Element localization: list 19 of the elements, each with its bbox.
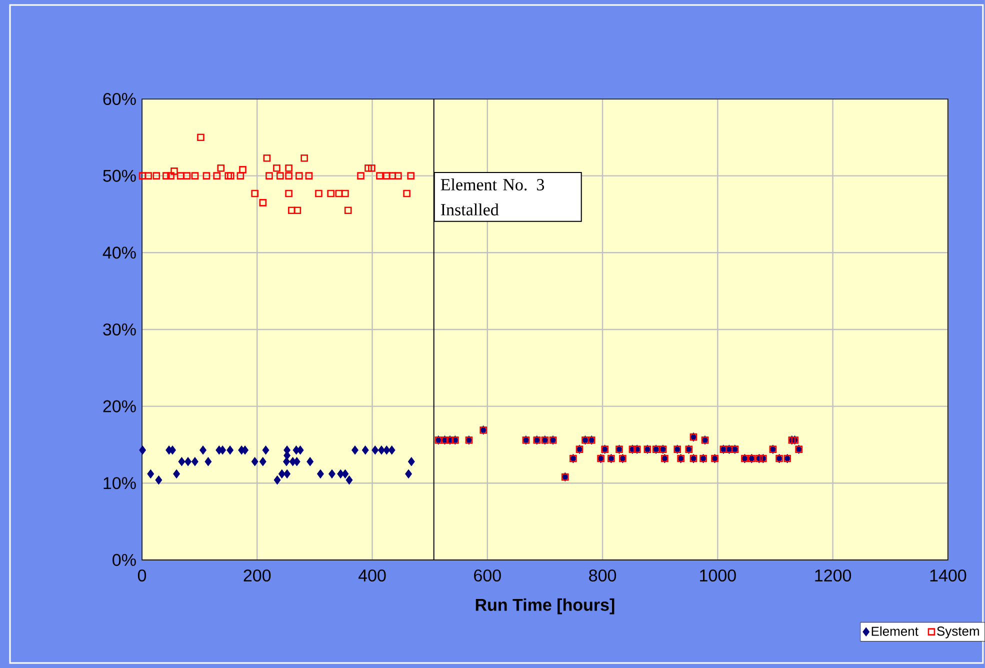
x-tick-label: 800: [589, 570, 616, 582]
ref-line-label: Element No. 3 Installed: [440, 178, 544, 216]
y-tick-label: 30%: [103, 323, 136, 336]
y-tick-label: 0%: [112, 554, 136, 566]
x-tick-label: 1200: [815, 570, 852, 582]
legend-label: System: [937, 626, 979, 638]
x-axis-title: Run Time [hours]: [476, 598, 614, 614]
x-tick-label: 1000: [700, 570, 736, 582]
x-tick-label: 400: [358, 570, 386, 582]
y-tick-label: 20%: [103, 400, 136, 412]
x-tick-label: 200: [244, 570, 271, 582]
y-tick-label: 50%: [103, 170, 136, 182]
x-tick-label: 600: [474, 570, 501, 582]
x-tick-label: 0: [138, 570, 146, 582]
x-tick-label: 1400: [930, 570, 966, 582]
legend-label: Element: [872, 626, 918, 636]
y-tick-label: 10%: [104, 477, 136, 490]
y-tick-label: 60%: [103, 92, 136, 106]
y-tick-label: 40%: [102, 246, 136, 259]
